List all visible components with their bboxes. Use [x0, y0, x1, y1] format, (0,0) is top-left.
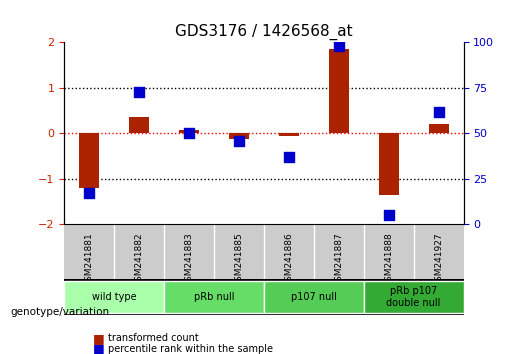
Bar — [279, 133, 299, 136]
Text: GSM241887: GSM241887 — [334, 232, 344, 287]
Text: ■: ■ — [93, 332, 105, 344]
Bar — [379, 133, 399, 195]
Text: pRb null: pRb null — [194, 292, 234, 302]
Bar — [79, 133, 99, 188]
Text: GSM241881: GSM241881 — [85, 232, 94, 287]
Text: GSM241888: GSM241888 — [384, 232, 393, 287]
Text: GSM241883: GSM241883 — [184, 232, 194, 287]
Point — [385, 212, 393, 218]
Text: transformed count: transformed count — [108, 333, 199, 343]
FancyBboxPatch shape — [364, 280, 464, 313]
Text: percentile rank within the sample: percentile rank within the sample — [108, 344, 273, 354]
Point — [335, 43, 343, 49]
Text: GSM241927: GSM241927 — [434, 232, 443, 287]
Bar — [428, 124, 449, 133]
Bar — [229, 133, 249, 139]
FancyBboxPatch shape — [264, 280, 364, 313]
Point — [285, 154, 293, 160]
Text: GSM241886: GSM241886 — [284, 232, 294, 287]
Text: GSM241885: GSM241885 — [234, 232, 244, 287]
Text: wild type: wild type — [92, 292, 136, 302]
Bar — [329, 49, 349, 133]
Text: GSM241882: GSM241882 — [135, 232, 144, 287]
FancyBboxPatch shape — [64, 280, 164, 313]
Text: p107 null: p107 null — [291, 292, 337, 302]
Text: ■: ■ — [93, 342, 105, 354]
Point — [185, 131, 193, 136]
Point — [235, 138, 243, 143]
Bar — [179, 130, 199, 133]
Bar — [129, 118, 149, 133]
Text: pRb p107
double null: pRb p107 double null — [386, 286, 441, 308]
Point — [135, 89, 143, 95]
FancyBboxPatch shape — [164, 280, 264, 313]
Point — [85, 190, 93, 196]
Title: GDS3176 / 1426568_at: GDS3176 / 1426568_at — [175, 23, 353, 40]
Point — [435, 109, 443, 114]
Text: genotype/variation: genotype/variation — [10, 307, 109, 316]
